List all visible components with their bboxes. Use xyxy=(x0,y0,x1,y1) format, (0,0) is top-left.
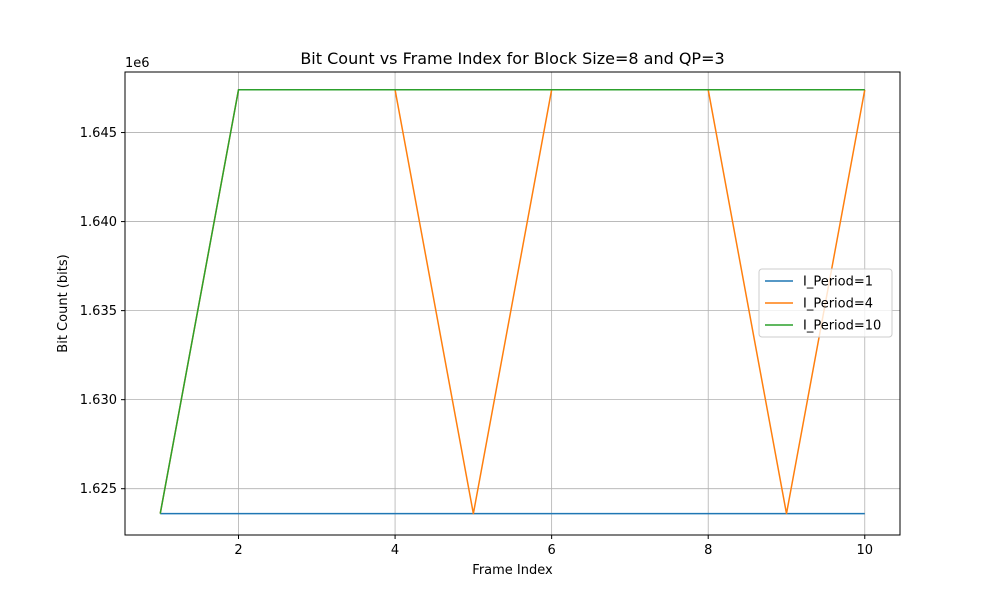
y-offset-label: 1e6 xyxy=(125,56,150,71)
y-tick-label: 1.635 xyxy=(80,304,117,319)
y-axis-label: Bit Count (bits) xyxy=(56,254,71,352)
x-axis-label: Frame Index xyxy=(472,563,553,578)
x-tick-label: 2 xyxy=(234,543,242,558)
y-axis-ticks: 1.625 1.630 1.635 1.640 1.645 xyxy=(80,126,125,497)
legend-entry-3: I_Period=10 xyxy=(803,319,881,334)
legend: I_Period=1 I_Period=4 I_Period=10 xyxy=(758,268,893,338)
series-line-3 xyxy=(159,89,865,514)
x-tick-label: 6 xyxy=(548,543,556,558)
x-axis-ticks: 2 4 6 8 10 xyxy=(234,535,873,558)
plot-frame xyxy=(124,71,901,536)
y-tick-label: 1.630 xyxy=(80,393,117,408)
x-tick-label: 8 xyxy=(704,543,712,558)
x-tick-label: 10 xyxy=(856,543,873,558)
series-lines xyxy=(159,89,866,515)
y-tick-label: 1.625 xyxy=(80,482,117,497)
legend-entry-1: I_Period=1 xyxy=(803,275,873,290)
chart-title: Bit Count vs Frame Index for Block Size=… xyxy=(300,49,724,68)
y-tick-label: 1.640 xyxy=(80,215,117,230)
legend-entry-2: I_Period=4 xyxy=(803,297,873,312)
grid-lines xyxy=(125,72,900,535)
legend-box xyxy=(758,268,893,338)
x-tick-label: 4 xyxy=(391,543,399,558)
y-tick-label: 1.645 xyxy=(80,126,117,141)
